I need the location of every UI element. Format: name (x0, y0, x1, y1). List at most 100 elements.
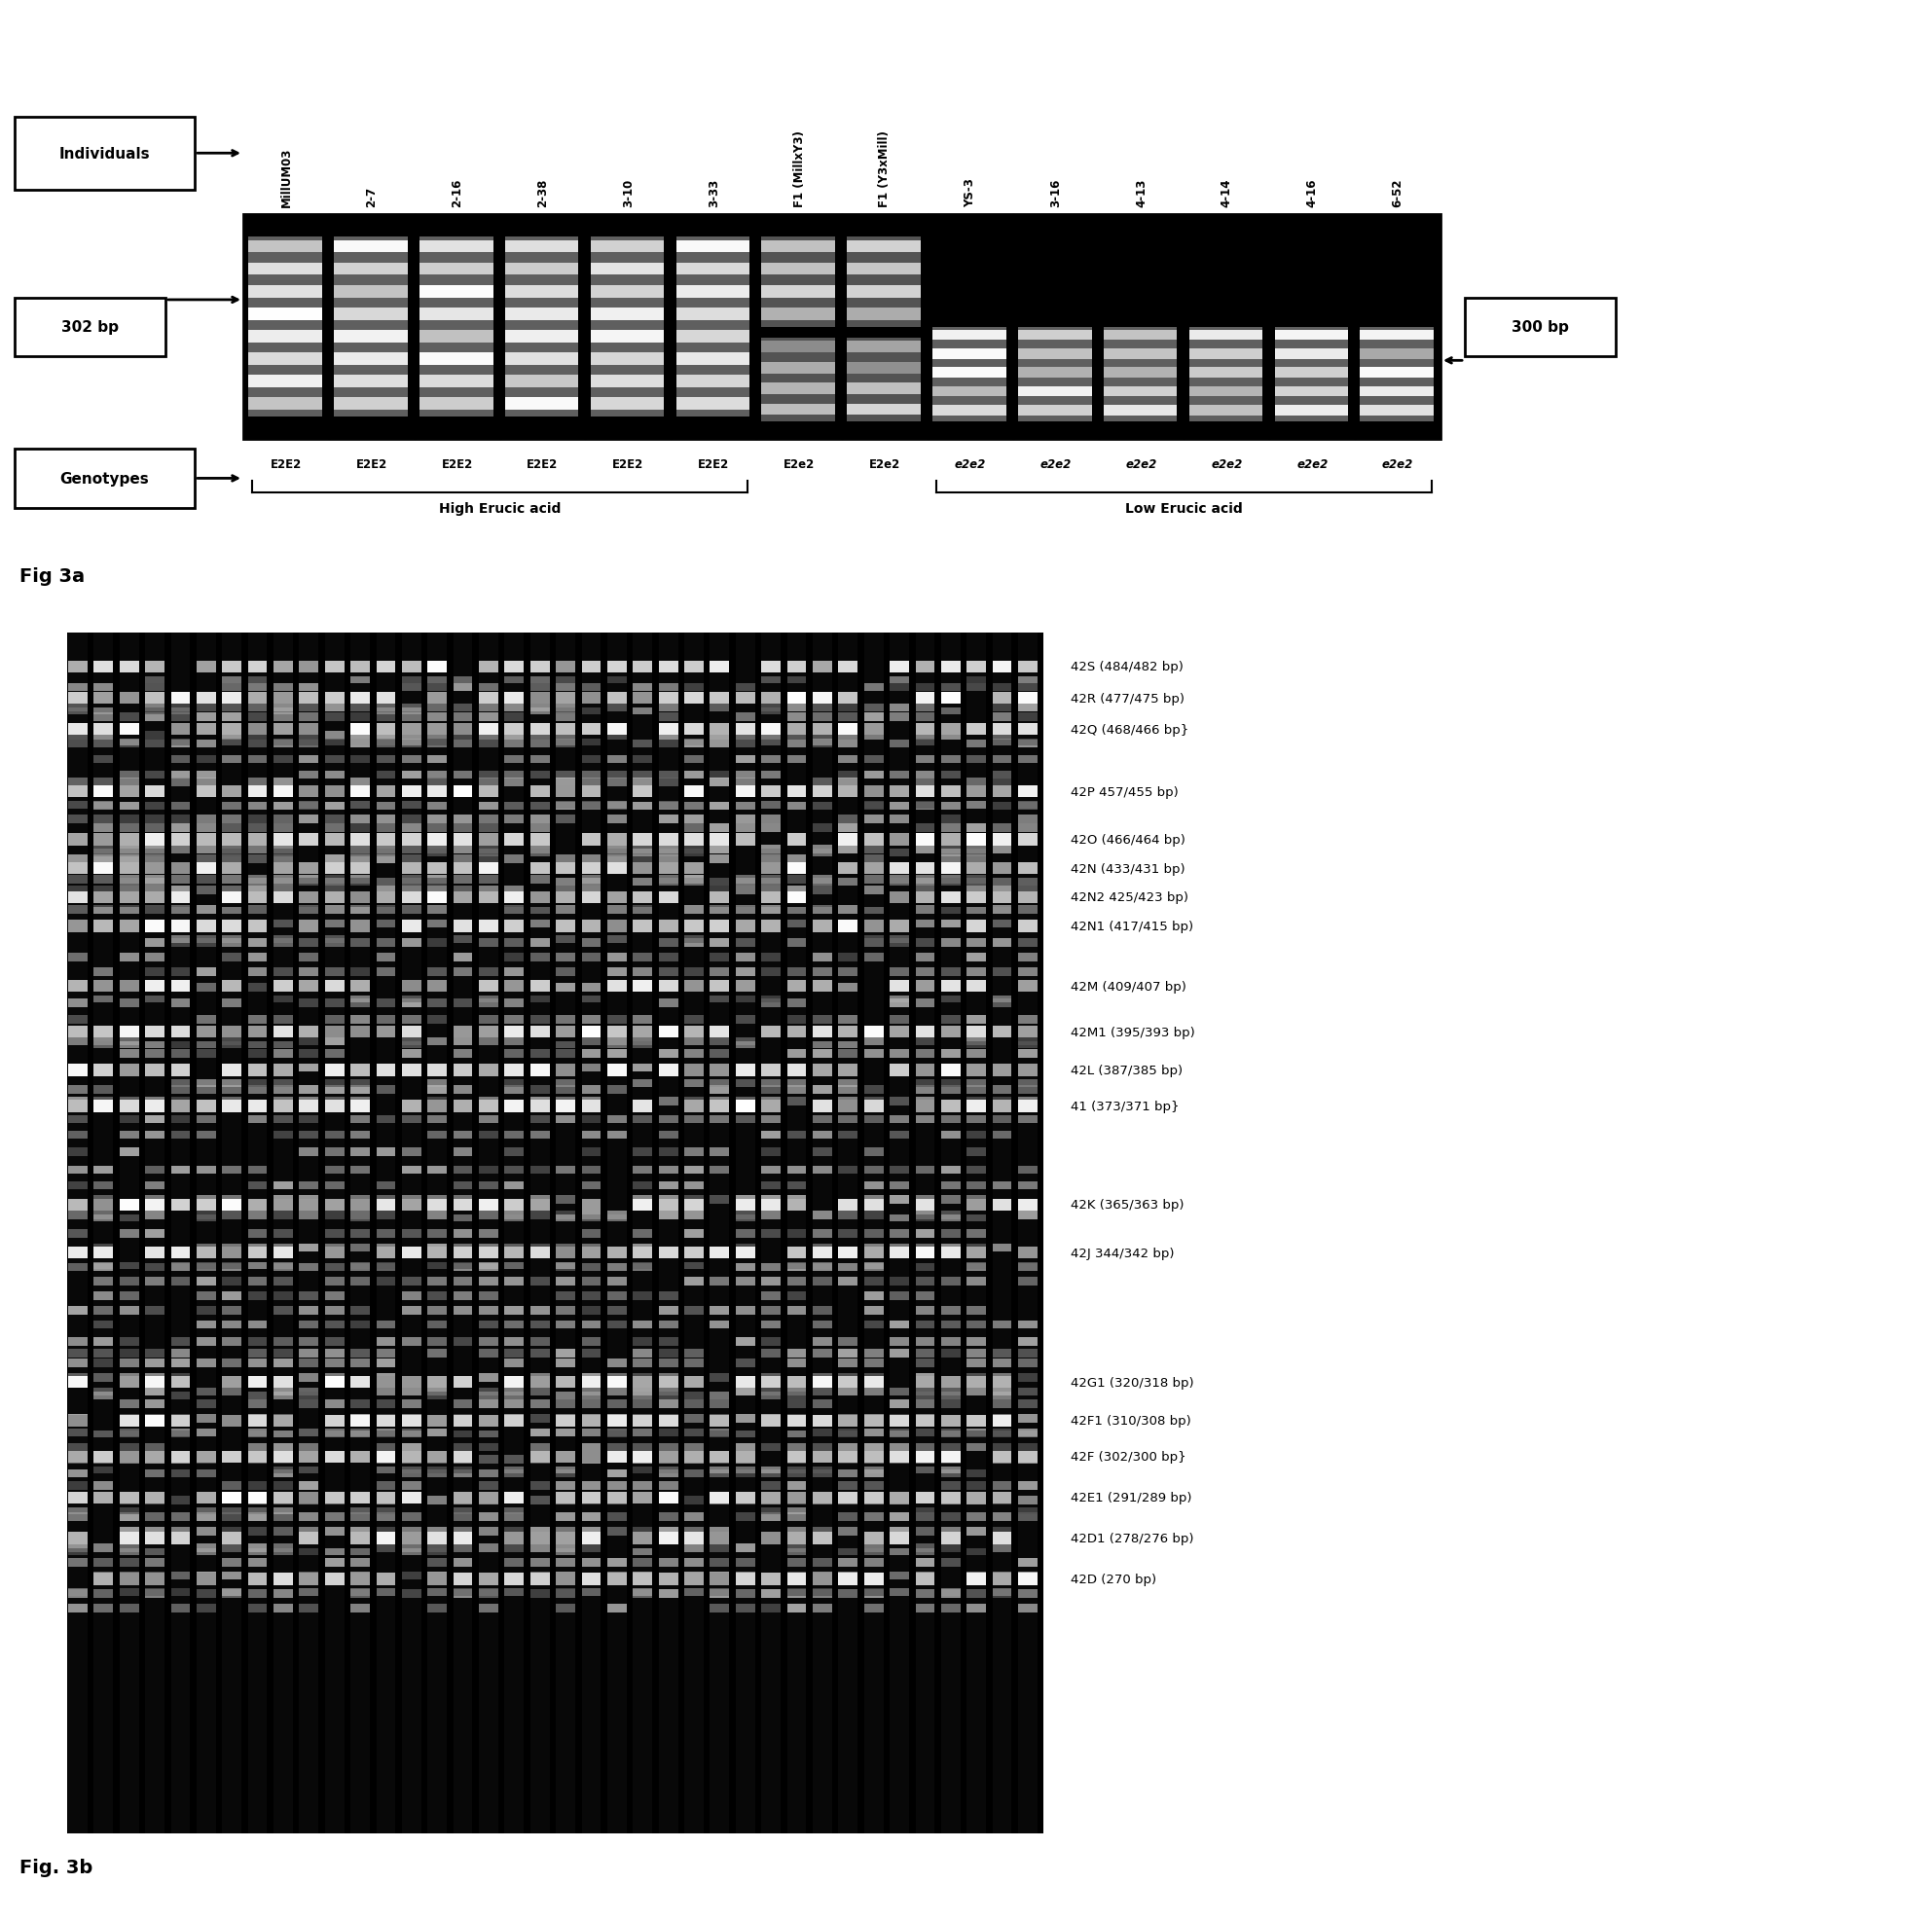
Bar (427, 816, 446, 824)
Bar (479, 778, 498, 787)
Bar (1018, 1430, 1037, 1438)
Bar (222, 824, 242, 831)
Bar (454, 891, 473, 904)
Bar (222, 1321, 242, 1329)
Bar (736, 833, 755, 847)
Bar (504, 816, 524, 824)
Bar (479, 1263, 498, 1271)
Bar (247, 1400, 267, 1407)
Bar (299, 1428, 319, 1436)
Bar (529, 1496, 549, 1503)
Bar (299, 1359, 319, 1367)
Bar (916, 714, 935, 722)
Bar (222, 693, 242, 705)
Bar (350, 724, 369, 735)
Bar (864, 1482, 883, 1490)
Bar (454, 1198, 473, 1212)
Bar (325, 1548, 344, 1555)
Bar (427, 983, 446, 993)
Bar (197, 1571, 216, 1580)
Bar (95, 1392, 114, 1400)
Bar (891, 1025, 908, 1039)
Bar (891, 1455, 908, 1463)
Bar (454, 1544, 473, 1551)
Bar (607, 1400, 626, 1407)
Bar (427, 693, 446, 705)
Bar (916, 1350, 935, 1357)
Bar (95, 1263, 114, 1271)
Bar (95, 824, 114, 831)
Bar (864, 1415, 883, 1427)
Bar (350, 1507, 369, 1515)
Bar (197, 862, 216, 876)
Bar (197, 1085, 216, 1094)
Bar (402, 1467, 421, 1475)
Bar (145, 876, 164, 883)
Bar (582, 854, 601, 864)
Bar (145, 1229, 164, 1238)
Bar (659, 1455, 678, 1463)
Bar (274, 879, 294, 885)
Bar (684, 1263, 703, 1269)
Bar (993, 824, 1012, 831)
Bar (377, 908, 396, 914)
Bar (1018, 1373, 1037, 1382)
Bar (247, 968, 267, 975)
Bar (170, 939, 189, 947)
Bar (504, 1507, 524, 1515)
Bar (197, 705, 216, 712)
Bar (916, 739, 935, 747)
Bar (838, 1050, 858, 1058)
Bar (582, 1428, 601, 1436)
Bar (504, 968, 524, 975)
Bar (607, 1064, 626, 1071)
Bar (427, 845, 446, 854)
Bar (377, 1244, 396, 1252)
Bar (68, 816, 87, 824)
Bar (350, 876, 369, 883)
Bar (95, 1467, 114, 1475)
Bar (402, 705, 421, 712)
Bar (1018, 879, 1037, 885)
Bar (299, 1263, 319, 1271)
Bar (454, 739, 473, 749)
Bar (556, 1496, 576, 1503)
Bar (274, 1306, 294, 1315)
Bar (659, 1165, 678, 1175)
Bar (1360, 405, 1434, 417)
Bar (274, 1263, 294, 1269)
Bar (813, 1212, 833, 1219)
Bar (350, 1116, 369, 1123)
Bar (891, 1165, 908, 1175)
Bar (274, 693, 294, 705)
Bar (504, 1359, 524, 1367)
Bar (761, 1338, 781, 1346)
Bar (68, 732, 87, 739)
Bar (325, 1198, 344, 1212)
Bar (325, 1098, 344, 1106)
Bar (916, 1263, 935, 1271)
Bar (197, 920, 216, 933)
Text: e2e2: e2e2 (1126, 459, 1157, 470)
Text: 2-7: 2-7 (365, 186, 379, 207)
Bar (659, 1415, 678, 1423)
Bar (325, 705, 344, 712)
Bar (966, 1263, 985, 1271)
Bar (786, 1532, 806, 1544)
Bar (813, 660, 833, 674)
Bar (377, 739, 396, 749)
Bar (325, 1430, 344, 1438)
Bar (941, 1455, 960, 1463)
Bar (684, 1400, 703, 1407)
Bar (556, 1050, 576, 1058)
Bar (838, 968, 858, 975)
Bar (786, 939, 806, 947)
Bar (350, 1277, 369, 1286)
Bar (736, 1116, 755, 1123)
Bar (274, 1292, 294, 1300)
Bar (761, 693, 781, 705)
Bar (993, 1444, 1012, 1452)
Bar (479, 1544, 498, 1551)
Bar (582, 1198, 601, 1212)
Bar (402, 1526, 421, 1536)
